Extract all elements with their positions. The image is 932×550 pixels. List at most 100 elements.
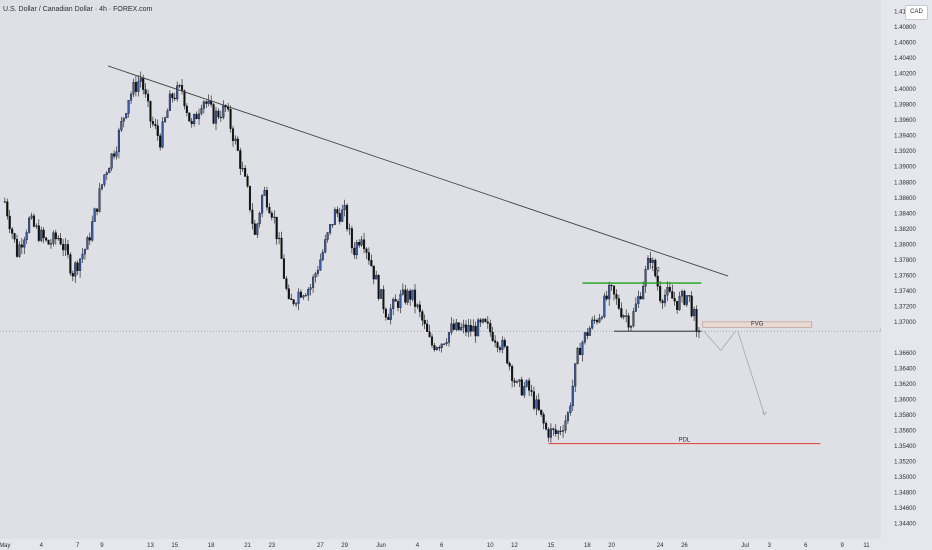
price-tick-label: 1.37200 (894, 304, 916, 310)
bear-candle (236, 138, 239, 151)
bear-candle (149, 101, 152, 122)
bull-candle (416, 304, 419, 307)
price-tick-label: 1.37000 (894, 320, 916, 326)
bear-candle (188, 112, 191, 122)
bear-candle (365, 248, 368, 253)
bear-candle (409, 290, 412, 300)
bear-candle (280, 237, 283, 259)
bull-candle (49, 243, 53, 245)
bull-candle (35, 225, 38, 227)
bear-candle (96, 208, 99, 212)
bear-candle (346, 205, 349, 230)
bear-candle (676, 301, 679, 310)
price-tick-label: 1.40400 (894, 56, 916, 62)
bear-candle (210, 100, 213, 105)
bull-candle (455, 322, 458, 330)
projection-path-long (737, 331, 765, 416)
time-tick-label: 24 (657, 543, 664, 549)
bear-candle (287, 288, 290, 299)
bull-candle (64, 244, 67, 251)
time-tick-label: 4 (416, 543, 420, 549)
bull-candle (518, 379, 521, 382)
bull-candle (23, 239, 26, 248)
bull-candle (81, 253, 84, 260)
bull-candle (435, 347, 438, 350)
bull-candle (549, 428, 552, 438)
bull-candle (297, 291, 300, 304)
bull-candle (176, 85, 179, 100)
bull-candle (30, 215, 33, 219)
bull-candle (273, 216, 276, 218)
annotation-layer (0, 321, 881, 332)
bear-candle (377, 275, 380, 299)
chart-title: U.S. Dollar / Canadian Dollar · 4h · FOR… (3, 6, 153, 13)
bull-candle (222, 105, 225, 118)
price-tick-label: 1.37800 (894, 258, 916, 264)
bear-candle (421, 311, 424, 321)
bull-candle (200, 108, 203, 114)
bull-candle (525, 380, 528, 387)
bull-candle (608, 284, 611, 300)
time-tick-label: May (0, 543, 11, 549)
bull-candle (588, 327, 591, 336)
bear-candle (503, 340, 506, 347)
time-tick-label: 12 (511, 543, 518, 549)
bull-candle (122, 117, 125, 122)
bull-candle (100, 184, 103, 189)
time-tick-label: 26 (681, 543, 688, 549)
bear-candle (404, 289, 407, 303)
bull-candle (644, 269, 647, 287)
time-axis[interactable]: May 4 7 9 13 15 18 21 23 27 29 Jun 4 6 10 12 15 18 20 24 26 J… (0, 539, 932, 550)
price-tick-label: 1.39400 (894, 134, 916, 140)
bear-candle (11, 228, 14, 234)
descending-trendline[interactable] (107, 65, 729, 277)
bear-candle (605, 295, 608, 300)
bull-candle (399, 293, 402, 308)
bull-candle (110, 153, 113, 169)
price-axis[interactable]: 1.410001.408001.406001.404001.402001.400… (881, 0, 932, 550)
bear-candle (617, 298, 620, 309)
price-tick-label: 1.38400 (894, 211, 916, 217)
bear-candle (251, 209, 254, 224)
bear-candle (671, 291, 674, 299)
bear-candle (69, 254, 72, 274)
bear-candle (144, 89, 147, 95)
bull-candle (40, 229, 43, 241)
liquidity-label: Liq (652, 267, 660, 273)
currency-button[interactable]: CAD (905, 5, 928, 20)
bull-candle (462, 324, 465, 328)
bull-candle (130, 93, 133, 101)
bull-candle (108, 168, 111, 174)
bull-candle (178, 85, 181, 87)
bull-candle (307, 289, 310, 296)
price-tick-label: 1.38200 (894, 227, 916, 233)
price-tick-label: 1.38000 (894, 242, 916, 248)
bear-candle (615, 294, 618, 299)
candle-layer (3, 71, 701, 443)
time-tick-label: Jun (376, 543, 386, 549)
bear-candle (195, 114, 198, 120)
bull-candle (693, 308, 696, 317)
price-tick-label: 1.36400 (894, 366, 916, 372)
bull-candle (501, 340, 504, 350)
bear-candle (190, 120, 193, 125)
bull-candle (637, 296, 640, 305)
bear-candle (384, 308, 387, 318)
bull-candle (319, 259, 322, 271)
bear-candle (382, 289, 385, 310)
time-tick-label: 15 (548, 543, 555, 549)
bear-candle (438, 347, 441, 349)
fvg-zone[interactable] (702, 321, 813, 328)
price-tick-label: 1.39000 (894, 165, 916, 171)
bull-candle (193, 114, 196, 125)
bear-candle (579, 348, 582, 356)
bear-candle (654, 259, 657, 277)
bull-candle (57, 237, 60, 240)
bull-candle (115, 151, 118, 157)
bear-candle (3, 201, 6, 203)
bull-candle (663, 294, 667, 304)
bear-candle (370, 260, 373, 267)
